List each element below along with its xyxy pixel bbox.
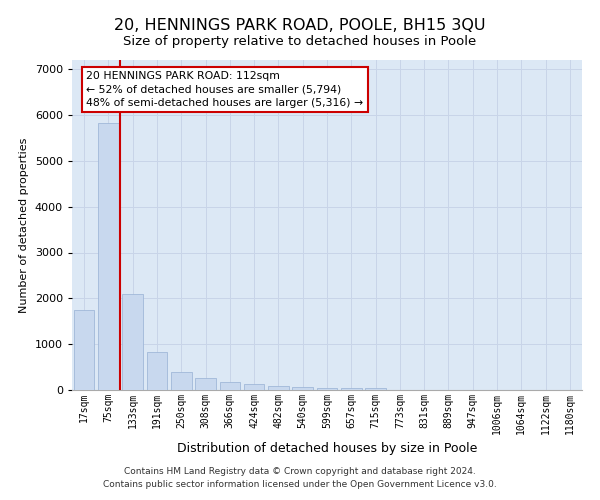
Text: 20 HENNINGS PARK ROAD: 112sqm
← 52% of detached houses are smaller (5,794)
48% o: 20 HENNINGS PARK ROAD: 112sqm ← 52% of d… xyxy=(86,72,363,108)
Bar xyxy=(268,386,289,390)
Y-axis label: Number of detached properties: Number of detached properties xyxy=(19,138,29,312)
Bar xyxy=(365,388,386,390)
Bar xyxy=(171,372,191,390)
Bar xyxy=(292,387,313,390)
Bar xyxy=(122,294,143,390)
Text: 20, HENNINGS PARK ROAD, POOLE, BH15 3QU: 20, HENNINGS PARK ROAD, POOLE, BH15 3QU xyxy=(114,18,486,32)
Text: Contains HM Land Registry data © Crown copyright and database right 2024.: Contains HM Land Registry data © Crown c… xyxy=(124,467,476,476)
Text: Size of property relative to detached houses in Poole: Size of property relative to detached ho… xyxy=(124,35,476,48)
Bar xyxy=(195,378,216,390)
Bar xyxy=(317,388,337,390)
Bar xyxy=(98,123,119,390)
X-axis label: Distribution of detached houses by size in Poole: Distribution of detached houses by size … xyxy=(177,442,477,455)
Bar xyxy=(146,352,167,390)
Bar xyxy=(244,384,265,390)
Bar xyxy=(74,310,94,390)
Bar xyxy=(341,388,362,390)
Text: Contains public sector information licensed under the Open Government Licence v3: Contains public sector information licen… xyxy=(103,480,497,489)
Bar xyxy=(220,382,240,390)
